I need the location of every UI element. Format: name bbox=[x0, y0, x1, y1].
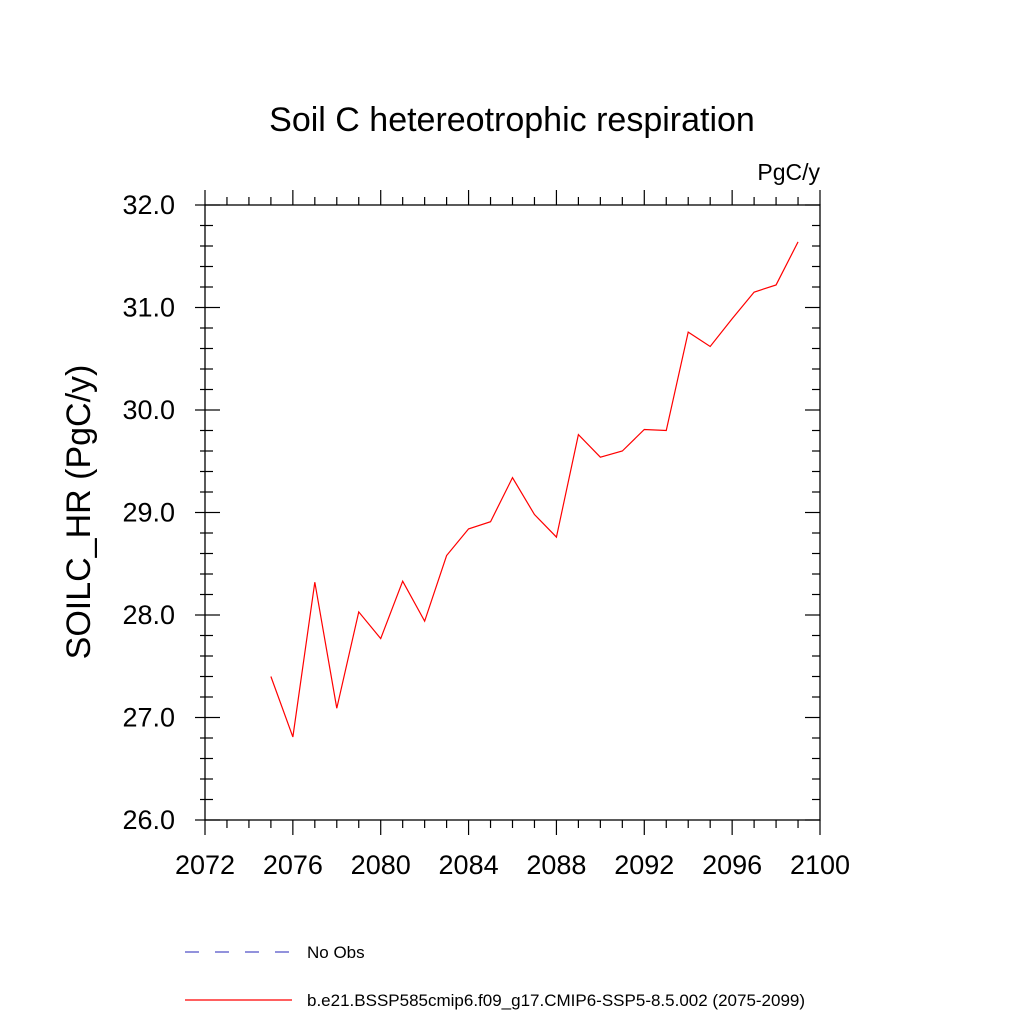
y-tick-label: 27.0 bbox=[122, 703, 175, 733]
x-tick-label: 2080 bbox=[351, 850, 411, 880]
y-tick-label: 28.0 bbox=[122, 600, 175, 630]
y-tick-label: 26.0 bbox=[122, 805, 175, 835]
x-tick-label: 2084 bbox=[439, 850, 499, 880]
legend: No Obs b.e21.BSSP585cmip6.f09_g17.CMIP6-S… bbox=[185, 943, 805, 1010]
y-tick-label: 32.0 bbox=[122, 190, 175, 220]
legend-label: b.e21.BSSP585cmip6.f09_g17.CMIP6-SSP5-8.… bbox=[307, 991, 805, 1010]
chart-title: Soil C hetereotrophic respiration bbox=[269, 101, 755, 139]
y-axis-label: SOILC_HR (PgC/y) bbox=[60, 365, 98, 660]
y-tick-label: 31.0 bbox=[122, 293, 175, 323]
x-tick-label: 2076 bbox=[263, 850, 323, 880]
units-label: PgC/y bbox=[757, 159, 820, 185]
series-line bbox=[270, 241, 799, 738]
legend-label: No Obs bbox=[307, 943, 365, 962]
x-tick-label: 2092 bbox=[614, 850, 674, 880]
plot-area: 2072 2076 2080 2084 2088 2092 2096 2100 26.0 27.0… bbox=[122, 190, 850, 880]
x-tick-label: 2096 bbox=[702, 850, 762, 880]
x-tick-label: 2088 bbox=[526, 850, 586, 880]
plot-frame bbox=[204, 204, 821, 821]
y-tick-label: 29.0 bbox=[122, 498, 175, 528]
x-tick-label: 2072 bbox=[175, 850, 235, 880]
x-tick-label: 2100 bbox=[790, 850, 850, 880]
y-tick-label: 30.0 bbox=[122, 395, 175, 425]
